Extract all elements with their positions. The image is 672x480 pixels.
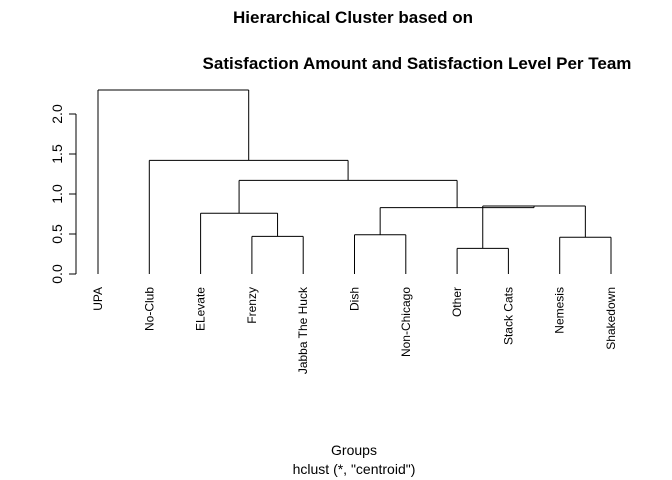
leaf-label: No-Club (142, 287, 156, 331)
leaf-label: Stack Cats (501, 287, 515, 345)
leaf-label: Jabba The Huck (296, 286, 310, 374)
y-tick-label: 0.0 (49, 264, 65, 284)
leaf-labels: UPA No-Club ELevate Frenzy Jabba The Huck Dis… (91, 286, 618, 374)
leaf-label: ELevate (194, 287, 208, 331)
leaf-label: Other (450, 287, 464, 317)
leaf-label: Non-Chicago (399, 287, 413, 357)
y-tick-label: 1.5 (49, 144, 65, 164)
leaf-label: Dish (348, 287, 362, 311)
dendrogram-links (97, 89, 612, 274)
x-axis-label: Groups (331, 442, 377, 458)
method-sublabel: hclust (*, "centroid") (293, 461, 416, 477)
leaf-label: Nemesis (553, 287, 567, 334)
chart-subtitle: Satisfaction Amount and Satisfaction Lev… (203, 54, 632, 73)
y-tick-label: 0.5 (49, 224, 65, 244)
leaf-label: Shakedown (604, 287, 618, 350)
leaf-label: UPA (91, 287, 105, 311)
y-axis: 0.0 0.5 1.0 1.5 2.0 (49, 104, 77, 284)
y-tick-label: 1.0 (49, 184, 65, 204)
y-tick-label: 2.0 (49, 104, 65, 124)
chart-title: Hierarchical Cluster based on (233, 8, 473, 27)
leaf-label: Frenzy (245, 287, 259, 324)
